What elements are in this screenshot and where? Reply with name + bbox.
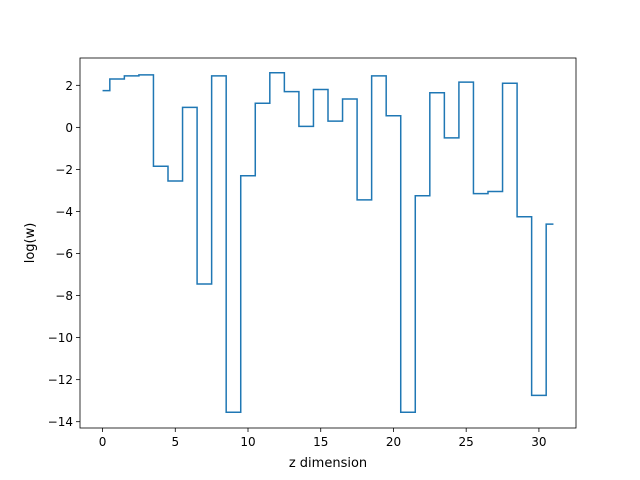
x-tick-label: 15 <box>313 435 328 449</box>
data-series-line <box>102 71 554 413</box>
y-axis: −14 −12 −10 −8 −6 −4 −2 0 2 <box>48 79 80 429</box>
x-tick-label: 10 <box>240 435 255 449</box>
y-tick-label: −4 <box>55 205 73 219</box>
y-tick-label: 2 <box>65 79 73 93</box>
x-axis: 0 5 10 15 20 25 30 <box>99 428 547 449</box>
y-tick-label: −10 <box>48 331 73 345</box>
y-axis-label: log(w) <box>23 223 38 264</box>
plot-frame <box>79 57 577 429</box>
x-tick-label: 0 <box>99 435 107 449</box>
y-tick-label: 0 <box>65 121 73 135</box>
y-tick-label: −2 <box>55 163 73 177</box>
x-axis-label: z dimension <box>289 456 367 471</box>
x-tick-label: 5 <box>171 435 179 449</box>
y-tick-label: −6 <box>55 247 73 261</box>
x-tick-label: 20 <box>386 435 401 449</box>
y-tick-label: −8 <box>55 289 73 303</box>
x-tick-label: 25 <box>459 435 474 449</box>
y-tick-label: −14 <box>48 415 73 429</box>
y-tick-label: −12 <box>48 373 73 387</box>
x-tick-label: 30 <box>531 435 546 449</box>
